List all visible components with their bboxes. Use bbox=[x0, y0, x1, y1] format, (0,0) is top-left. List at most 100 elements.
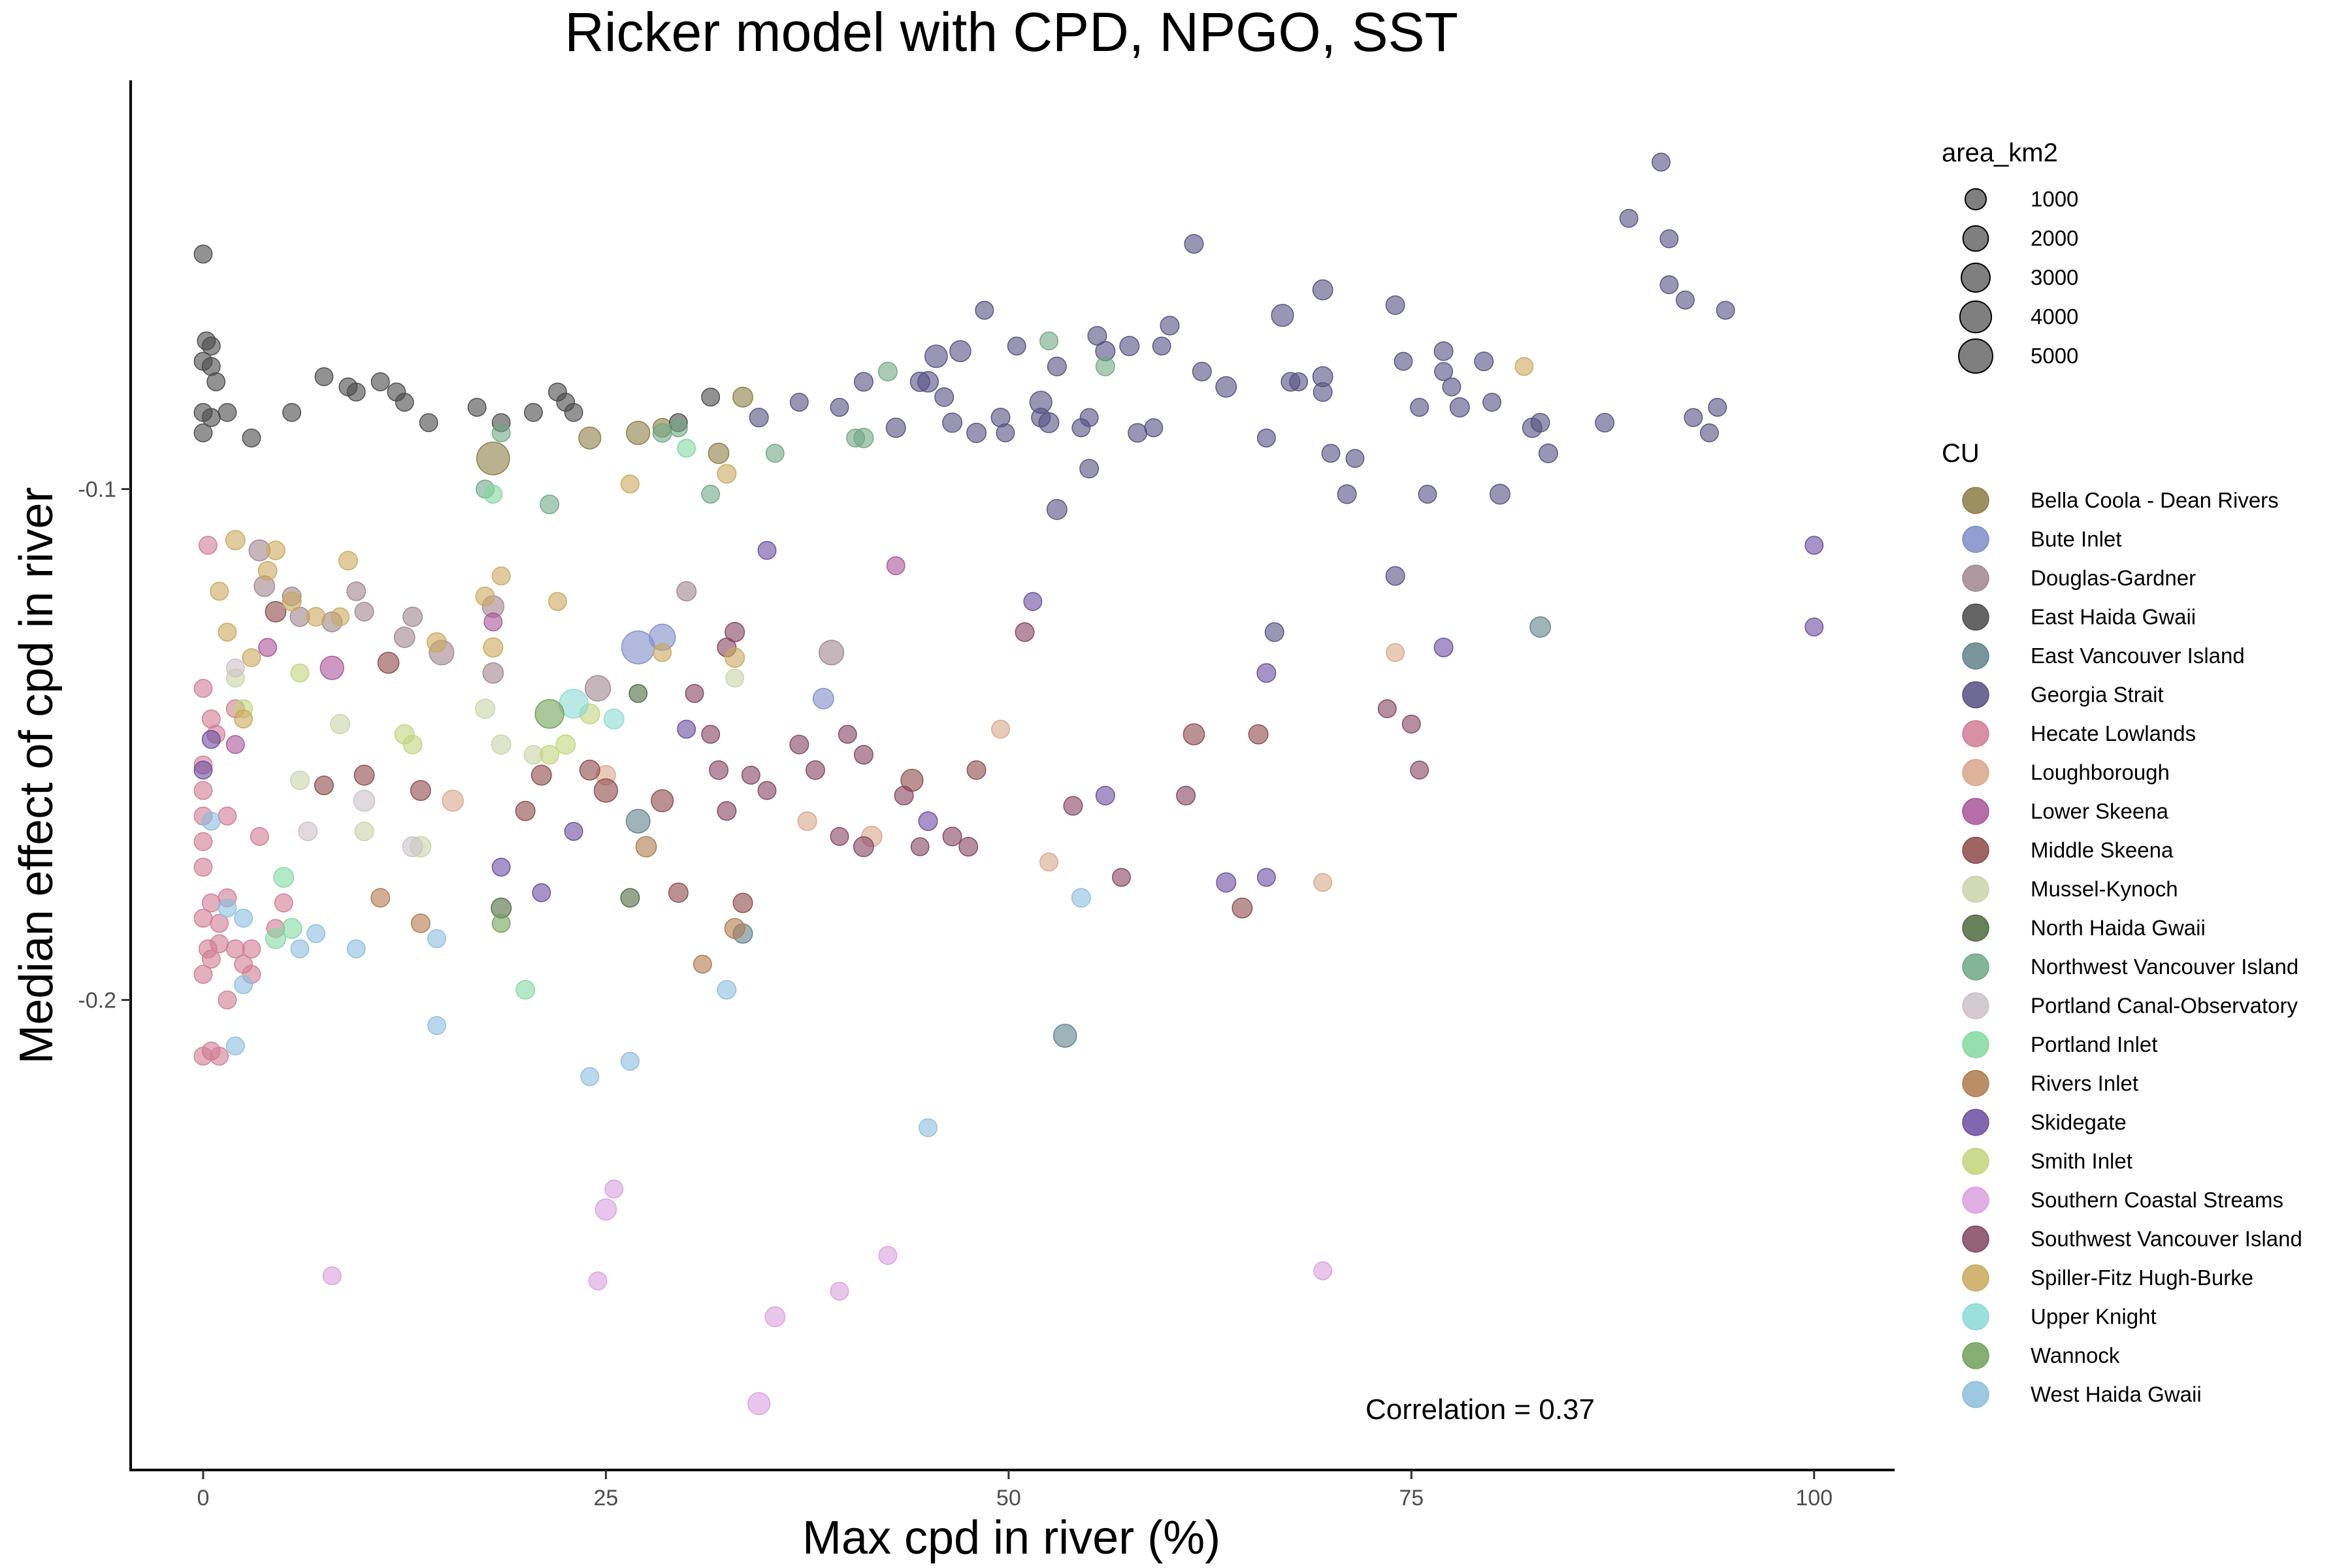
data-point bbox=[193, 244, 213, 264]
data-point bbox=[966, 760, 987, 780]
data-point bbox=[701, 387, 721, 407]
data-point bbox=[668, 882, 689, 903]
data-point bbox=[193, 781, 213, 800]
cu-legend-label: Portland Canal-Observatory bbox=[2031, 994, 2298, 1018]
data-point bbox=[193, 679, 213, 698]
y-tick-label: -0.2 bbox=[78, 988, 116, 1013]
data-point bbox=[668, 418, 688, 438]
data-point bbox=[234, 909, 253, 928]
data-point bbox=[1805, 536, 1824, 555]
data-point bbox=[193, 832, 213, 851]
data-point bbox=[652, 423, 672, 443]
data-point bbox=[250, 826, 269, 846]
data-point bbox=[878, 1246, 898, 1266]
data-point bbox=[218, 402, 237, 422]
data-point bbox=[532, 883, 551, 902]
data-point bbox=[393, 626, 416, 648]
data-point bbox=[1046, 498, 1068, 520]
cu-legend-label: Spiller-Fitz Hugh-Burke bbox=[2031, 1266, 2253, 1290]
data-point bbox=[830, 826, 849, 846]
data-point bbox=[838, 725, 857, 744]
data-point bbox=[491, 566, 511, 585]
data-point bbox=[1192, 361, 1212, 382]
data-point bbox=[210, 913, 229, 933]
x-tick-label: 75 bbox=[1399, 1486, 1424, 1511]
size-legend-key bbox=[1958, 338, 1993, 374]
data-point bbox=[1530, 412, 1550, 433]
size-legend-key bbox=[1959, 300, 1993, 334]
data-point bbox=[1079, 459, 1100, 479]
data-point bbox=[949, 340, 972, 363]
cu-legend-key bbox=[1962, 564, 1989, 592]
data-point bbox=[555, 734, 576, 755]
data-point bbox=[853, 745, 874, 765]
data-point bbox=[534, 698, 564, 729]
data-point bbox=[482, 662, 504, 684]
data-point bbox=[491, 857, 511, 877]
data-point bbox=[547, 592, 567, 612]
data-point bbox=[475, 586, 495, 606]
data-point bbox=[306, 607, 326, 627]
cu-legend-label: North Haida Gwaii bbox=[2031, 916, 2206, 940]
data-point bbox=[1144, 418, 1164, 438]
cu-legend-key bbox=[1962, 875, 1989, 903]
data-point bbox=[265, 600, 287, 623]
cu-legend-key bbox=[1962, 914, 1989, 942]
cu-legend-label: East Vancouver Island bbox=[2031, 644, 2245, 668]
data-point bbox=[593, 778, 619, 803]
data-point bbox=[1095, 785, 1115, 806]
data-point bbox=[265, 928, 286, 949]
data-point bbox=[853, 372, 874, 392]
data-point bbox=[830, 1281, 849, 1301]
data-point bbox=[1529, 616, 1551, 638]
data-point bbox=[629, 683, 648, 703]
data-point bbox=[685, 683, 704, 703]
data-point bbox=[1095, 356, 1115, 376]
cu-legend-label: Georgia Strait bbox=[2031, 683, 2164, 707]
cu-legend-key bbox=[1962, 1186, 1989, 1214]
cu-legend-label: Wannock bbox=[2031, 1343, 2120, 1367]
data-point bbox=[966, 423, 987, 444]
data-point bbox=[626, 420, 651, 446]
data-point bbox=[419, 413, 438, 433]
data-point bbox=[314, 776, 334, 796]
data-point bbox=[805, 760, 825, 780]
cu-legend-label: Southern Coastal Streams bbox=[2031, 1188, 2283, 1212]
data-point bbox=[1079, 408, 1099, 427]
data-point bbox=[210, 1047, 229, 1066]
data-point bbox=[274, 893, 293, 913]
cu-legend-label: Northwest Vancouver Island bbox=[2031, 955, 2298, 979]
data-point bbox=[193, 760, 213, 780]
cu-legend-key bbox=[1962, 525, 1989, 553]
data-point bbox=[201, 811, 221, 831]
data-point bbox=[942, 412, 963, 433]
data-point bbox=[273, 866, 295, 888]
data-point bbox=[476, 441, 510, 476]
data-point bbox=[853, 836, 874, 857]
data-point bbox=[1652, 152, 1671, 172]
data-point bbox=[584, 675, 612, 702]
data-point bbox=[474, 698, 495, 719]
data-point bbox=[1337, 484, 1357, 504]
data-point bbox=[910, 837, 930, 857]
data-point bbox=[991, 719, 1010, 739]
data-point bbox=[1256, 428, 1276, 448]
data-point bbox=[346, 939, 366, 958]
data-point bbox=[354, 602, 374, 622]
cu-legend-key bbox=[1962, 603, 1989, 631]
data-point bbox=[1489, 483, 1511, 505]
data-point bbox=[1232, 897, 1253, 919]
data-point bbox=[1410, 760, 1429, 780]
cu-legend-key bbox=[1962, 487, 1989, 514]
size-legend-label: 4000 bbox=[2031, 304, 2078, 329]
cu-legend-key bbox=[1962, 1225, 1989, 1253]
data-point bbox=[402, 606, 423, 627]
data-point bbox=[322, 1266, 342, 1286]
data-point bbox=[676, 581, 697, 602]
data-point bbox=[1385, 295, 1405, 316]
data-point bbox=[917, 370, 939, 393]
data-point bbox=[218, 990, 237, 1010]
cu-legend-key bbox=[1962, 1109, 1989, 1136]
data-point bbox=[282, 402, 302, 422]
